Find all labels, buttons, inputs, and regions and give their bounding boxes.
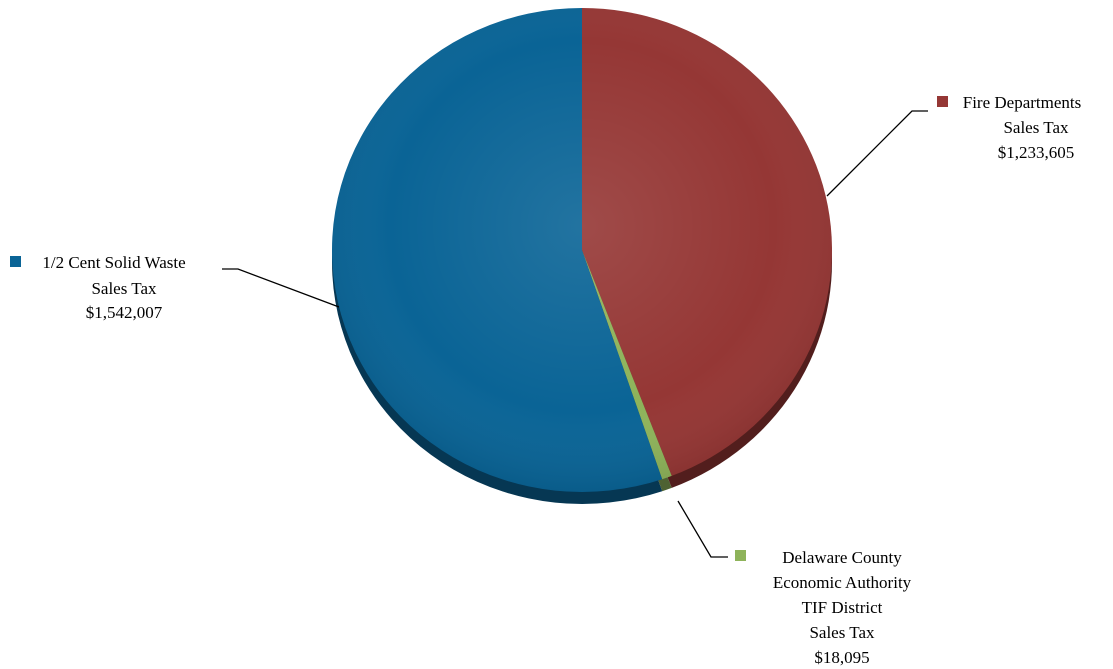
leader-line-solidwaste bbox=[222, 268, 340, 308]
label-tif-line4: Sales Tax bbox=[809, 623, 875, 642]
label-tif-line1: Delaware County bbox=[782, 548, 902, 567]
label-tif-line3: TIF District bbox=[802, 598, 883, 617]
slice-label-fire: Fire Departments Sales Tax $1,233,605 bbox=[937, 93, 1081, 162]
label-solidwaste-line1: 1/2 Cent Solid Waste bbox=[42, 253, 185, 272]
label-fire-line2: Sales Tax bbox=[1003, 118, 1069, 137]
label-solidwaste-line2: Sales Tax bbox=[91, 279, 157, 298]
slice-label-tif: Delaware County Economic Authority TIF D… bbox=[735, 548, 912, 667]
label-solidwaste-value: $1,542,007 bbox=[86, 303, 163, 322]
pie-slices bbox=[332, 8, 832, 493]
slice-label-solidwaste: 1/2 Cent Solid Waste Sales Tax $1,542,00… bbox=[10, 253, 186, 322]
label-fire-line1: Fire Departments bbox=[963, 93, 1082, 112]
leader-line-tif bbox=[677, 500, 728, 558]
legend-swatch-fire bbox=[937, 96, 948, 107]
label-tif-value: $18,095 bbox=[814, 648, 869, 667]
label-fire-value: $1,233,605 bbox=[998, 143, 1075, 162]
legend-swatch-tif bbox=[735, 550, 746, 561]
label-tif-line2: Economic Authority bbox=[773, 573, 912, 592]
leader-line-fire bbox=[826, 110, 928, 197]
legend-swatch-solidwaste bbox=[10, 256, 21, 267]
